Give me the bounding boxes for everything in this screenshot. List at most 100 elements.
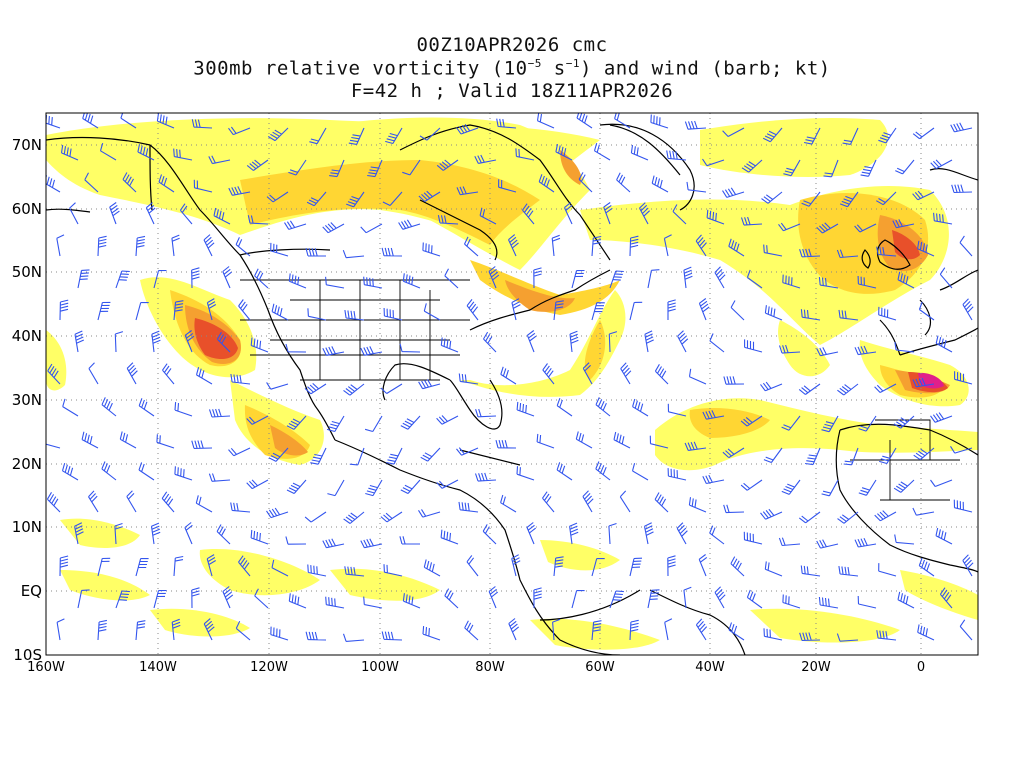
wind-barb xyxy=(286,415,307,430)
wind-barb xyxy=(456,447,479,456)
wind-barb xyxy=(571,269,585,289)
wind-barb xyxy=(360,346,383,356)
wind-barb xyxy=(746,269,763,289)
wind-barb xyxy=(420,447,441,462)
wind-barb xyxy=(82,113,99,129)
wind-barb xyxy=(286,479,307,494)
wind-barb xyxy=(930,412,953,423)
wind-barb xyxy=(437,214,459,225)
wind-barb xyxy=(46,492,61,513)
wind-barb xyxy=(325,276,345,289)
wind-barb xyxy=(115,270,130,289)
wind-barb xyxy=(173,300,184,321)
wind-barb xyxy=(629,235,639,257)
wind-barb xyxy=(778,537,801,547)
wind-barb xyxy=(676,522,688,545)
wind-barb xyxy=(325,596,345,609)
wind-barb xyxy=(649,435,669,449)
wind-barb xyxy=(99,142,117,161)
wind-barb xyxy=(288,593,307,609)
wind-barb xyxy=(193,179,213,193)
wind-barb xyxy=(153,269,167,289)
wind-barb xyxy=(440,529,459,545)
wind-barb xyxy=(582,490,594,513)
wind-barb xyxy=(343,511,365,524)
wind-barb xyxy=(156,434,175,449)
wind-barb xyxy=(304,382,327,395)
wind-barb xyxy=(363,276,383,289)
wind-barb xyxy=(271,559,289,577)
wind-barb xyxy=(894,534,915,545)
wind-barb xyxy=(398,219,421,230)
wind-barb xyxy=(97,557,111,577)
wind-barb xyxy=(702,410,725,420)
wind-barb xyxy=(288,273,307,289)
wind-barb xyxy=(879,447,897,465)
wind-barb xyxy=(542,363,555,385)
wind-barb xyxy=(284,220,307,230)
wind-barb xyxy=(632,398,649,417)
wind-barb xyxy=(322,538,345,549)
wind-barb xyxy=(184,330,195,353)
wind-barb xyxy=(526,330,537,353)
wind-barb xyxy=(522,203,535,225)
wind-barb xyxy=(552,618,561,641)
wind-barb xyxy=(385,127,403,145)
wind-barb xyxy=(173,555,184,577)
wind-barb xyxy=(582,362,593,385)
wind-barb xyxy=(364,415,383,433)
lat-label-60n: 60N xyxy=(11,200,42,218)
lon-label-60w: 60W xyxy=(585,660,615,675)
wind-barb xyxy=(821,415,839,433)
wind-barb xyxy=(135,235,146,257)
wind-barb xyxy=(962,298,974,321)
lat-label-50n: 50N xyxy=(11,263,42,281)
wind-barb xyxy=(892,219,915,229)
wind-barb xyxy=(423,303,441,321)
wind-barb xyxy=(878,306,897,321)
wind-barb xyxy=(266,191,289,203)
wind-barb xyxy=(418,509,441,518)
wind-barb xyxy=(69,202,79,225)
wind-barb xyxy=(386,447,403,465)
wind-barb xyxy=(663,234,672,257)
wind-barb xyxy=(619,490,631,513)
wind-barb xyxy=(418,190,441,202)
wind-barb xyxy=(629,301,643,321)
wind-barb xyxy=(683,266,693,289)
lon-label-40w: 40W xyxy=(695,660,725,675)
wind-barb xyxy=(208,473,231,482)
wind-barb xyxy=(728,622,745,641)
wind-barb xyxy=(591,558,605,577)
wind-barb xyxy=(222,586,234,609)
wind-barb xyxy=(126,490,137,513)
wind-barb xyxy=(216,524,231,545)
title-line-1: 00Z10APR2026 cmc xyxy=(416,34,608,56)
wind-barb xyxy=(533,587,542,609)
wind-barb xyxy=(222,266,232,289)
lat-label-10n: 10N xyxy=(11,518,42,536)
wind-barb xyxy=(778,344,801,354)
wind-barb xyxy=(818,596,839,609)
wind-barb xyxy=(917,624,935,641)
wind-barb xyxy=(930,159,953,170)
wind-barb xyxy=(730,300,745,321)
wind-barb xyxy=(246,479,269,490)
wind-barb xyxy=(381,631,403,641)
wind-barb xyxy=(912,507,935,516)
wind-barb xyxy=(402,593,421,609)
wind-barb xyxy=(783,159,801,177)
wind-barb xyxy=(161,491,175,513)
wind-barb xyxy=(77,589,90,609)
wind-barb xyxy=(876,630,897,641)
wind-barb xyxy=(728,238,745,257)
wind-barb xyxy=(246,415,269,425)
lat-label-70n: 70N xyxy=(11,136,42,154)
wind-barb xyxy=(285,536,307,545)
wind-barbs xyxy=(46,113,974,642)
wind-barb xyxy=(576,113,593,129)
wind-barb xyxy=(912,377,935,388)
wind-barb xyxy=(422,626,441,641)
wind-barb xyxy=(516,466,535,481)
lon-label-160w: 160W xyxy=(27,660,65,675)
